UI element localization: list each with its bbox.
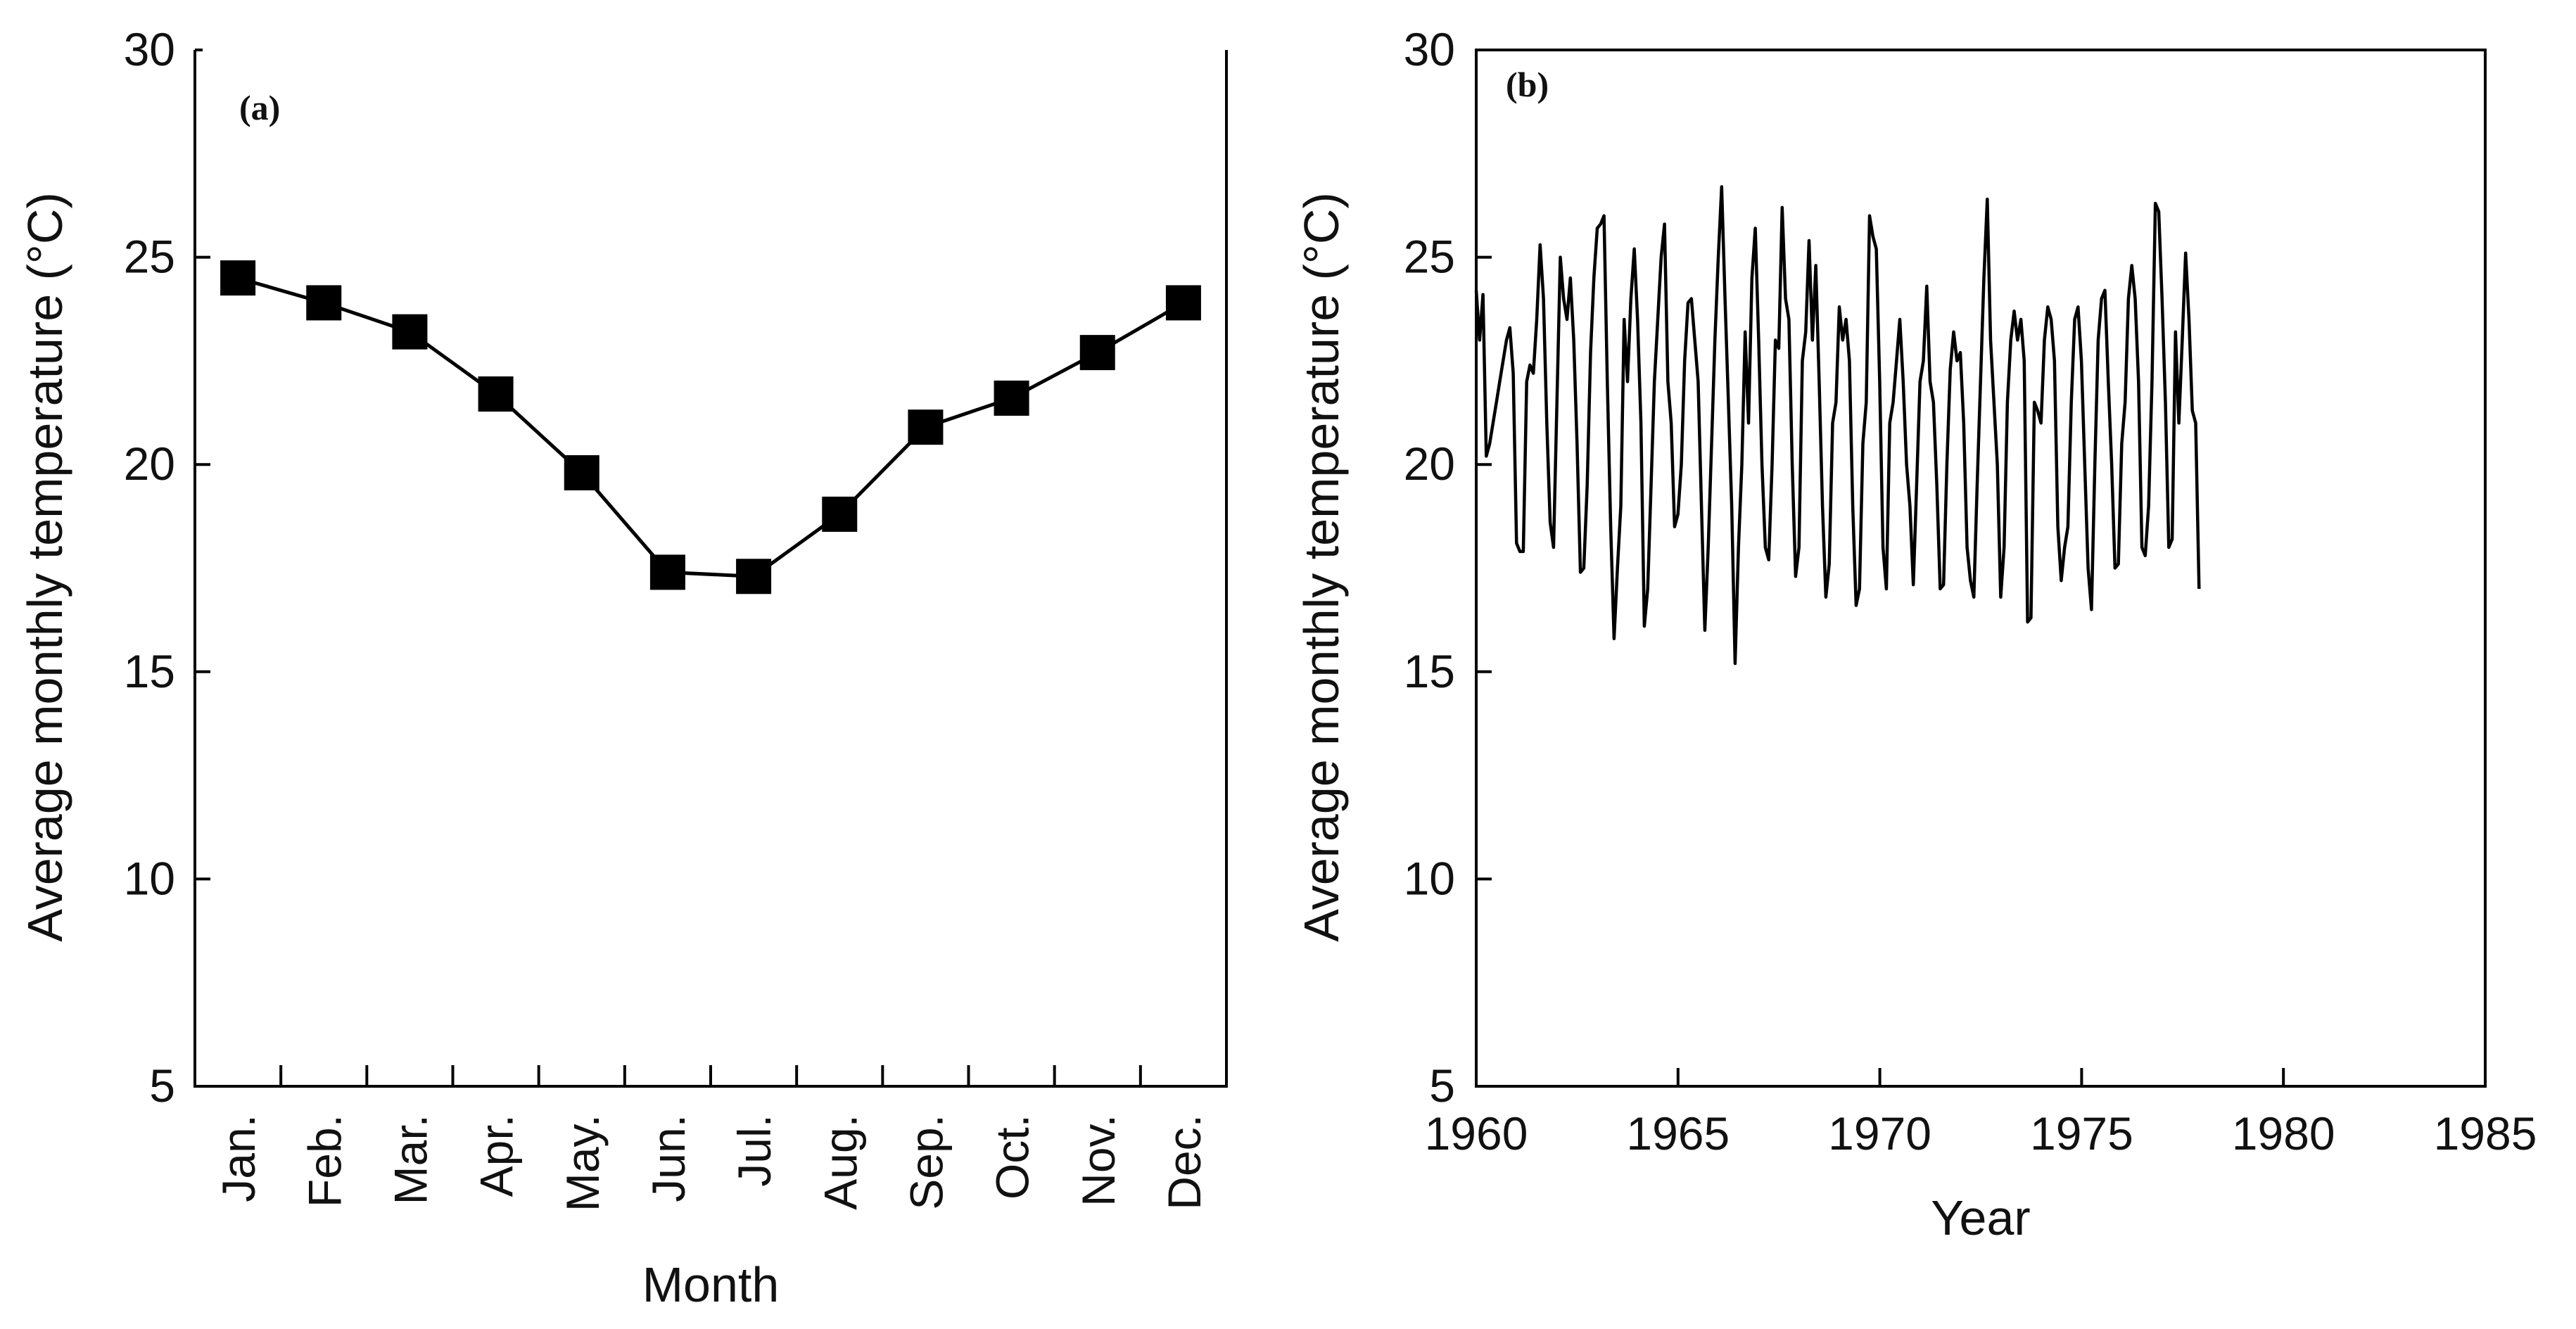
data-point-a — [822, 496, 858, 532]
x-tick-label-b: 1965 — [1626, 1107, 1730, 1159]
y-tick-label-a: 25 — [124, 231, 175, 283]
panel-label-a: (a) — [239, 88, 280, 127]
y-ticks-a: 5 10 15 20 25 30 — [124, 23, 210, 1112]
x-tick-label-b: 1980 — [2232, 1107, 2335, 1159]
x-tick-label-a: Apr. — [471, 1114, 523, 1197]
y-axis-title-b: Average monthly temperature (°C) — [1294, 192, 1349, 941]
x-tick-label-a: May. — [557, 1114, 609, 1212]
panel-b: (b) 5 10 15 20 25 30 1960 1965 1970 1975 1980 1985… — [1294, 23, 2537, 1245]
x-tick-label-b: 1970 — [1828, 1107, 1931, 1159]
data-point-a — [392, 314, 428, 350]
x-axis-title-b: Year — [1931, 1190, 2030, 1245]
series-a — [220, 260, 1201, 594]
data-point-a — [994, 380, 1029, 416]
x-tick-label-b: 1985 — [2434, 1107, 2537, 1159]
series-line-b — [1474, 185, 2201, 666]
data-point-a — [478, 376, 514, 412]
data-point-a — [1165, 285, 1201, 321]
data-point-a — [1079, 335, 1115, 371]
data-point-a — [908, 409, 944, 445]
data-point-a — [564, 454, 599, 490]
x-ticks-b: 1960 1965 1970 1975 1980 1985 — [1425, 1068, 2537, 1159]
panel-label-b: (b) — [1506, 65, 1549, 104]
x-tick-label-a: Mar. — [384, 1114, 436, 1204]
y-tick-label-b: 20 — [1404, 438, 1455, 490]
y-tick-label-a: 20 — [124, 438, 175, 490]
y-tick-label-a: 10 — [124, 852, 175, 904]
y-tick-label-b: 30 — [1404, 23, 1455, 75]
y-tick-label-a: 5 — [149, 1060, 175, 1112]
y-tick-label-a: 15 — [124, 645, 175, 697]
y-tick-label-b: 15 — [1404, 645, 1455, 697]
x-tick-label-a: Nov. — [1072, 1114, 1124, 1207]
y-tick-label-a: 30 — [124, 23, 175, 75]
plot-frame-b — [1475, 49, 2487, 1088]
x-tick-label-a: Dec. — [1158, 1114, 1210, 1210]
x-tick-label-a: Aug. — [814, 1114, 866, 1210]
x-tick-label-b: 1960 — [1425, 1107, 1528, 1159]
data-point-a — [736, 559, 772, 594]
y-axis-title-a: Average monthly temperature (°C) — [18, 192, 72, 941]
panel-a: (a) 5 10 15 20 25 30 Jan. Feb. Mar. Apr. May. Jun.… — [18, 23, 1228, 1312]
x-tick-label-a: Jan. — [212, 1114, 265, 1202]
x-tick-label-a: Oct. — [986, 1114, 1039, 1200]
y-tick-label-b: 25 — [1404, 231, 1455, 283]
x-tick-label-b: 1975 — [2030, 1107, 2133, 1159]
x-axis-title-a: Month — [642, 1257, 780, 1312]
x-tick-label-a: Feb. — [298, 1114, 350, 1207]
data-point-a — [306, 285, 342, 321]
x-tick-label-a: Sep. — [900, 1114, 952, 1210]
x-tick-label-a: Jul. — [728, 1114, 780, 1187]
series-b — [1474, 185, 2201, 666]
data-point-a — [649, 554, 685, 590]
x-tick-label-a: Jun. — [642, 1114, 694, 1202]
data-point-a — [220, 260, 256, 296]
y-tick-label-b: 10 — [1404, 852, 1455, 904]
x-ticks-a: Jan. Feb. Mar. Apr. May. Jun. Jul. Aug. Sep. Oct.… — [212, 1065, 1210, 1212]
y-tick-label-b: 5 — [1429, 1060, 1455, 1112]
y-ticks-b: 5 10 15 20 25 30 — [1404, 23, 1492, 1112]
